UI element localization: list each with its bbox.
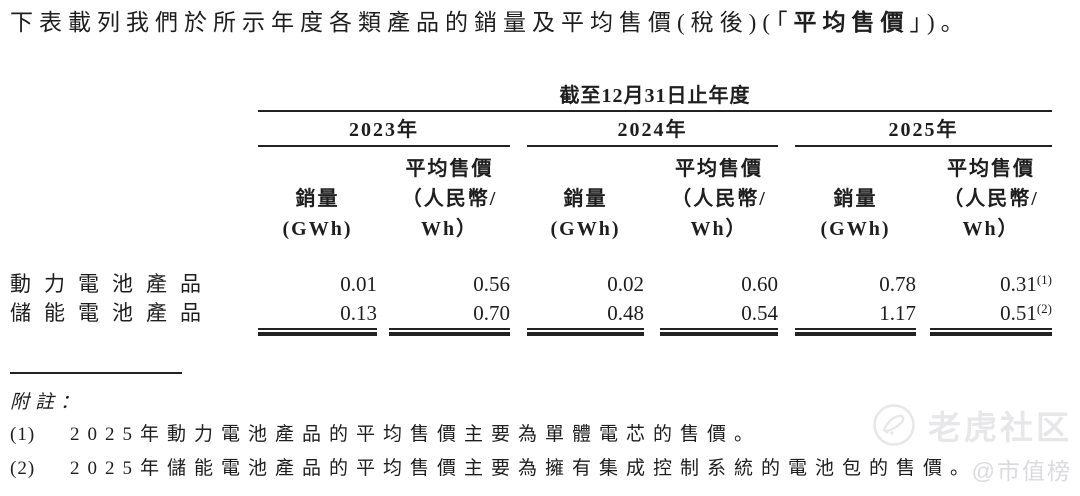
volume-unit: (GWh) [820, 218, 891, 240]
asp-label: 平均售價 [405, 158, 494, 180]
cell-2024-asp: 0.60 [741, 272, 778, 296]
table-row-storage-battery: 儲能電池產品 0.13 0.70 0.48 0.54 1.17 0.51(2) [10, 299, 1052, 330]
sales-asp-table: 截至12月31日止年度 2023年 2024年 2025年 銷量 (GWh) 平… [10, 84, 1052, 336]
watermark-handle-text: @市值榜 [971, 458, 1072, 484]
footnote-number: (2) [10, 458, 36, 479]
column-header-volume-2024: 銷量 (GWh) [527, 154, 644, 244]
footnote-2: (2) 2025年儲能電池產品的平均售價主要為擁有集成控制系統的電池包的售價。 [10, 454, 1010, 484]
footnote-text: 2025年儲能電池產品的平均售價主要為擁有集成控制系統的電池包的售價。 [70, 458, 978, 479]
asp-unit-line2: Wh） [962, 218, 1020, 240]
row-label: 動力電池產品 [10, 272, 214, 296]
asp-label: 平均售價 [675, 158, 763, 180]
cell-2023-asp: 0.56 [473, 272, 510, 296]
year-header-2025: 2025年 [795, 118, 1052, 147]
table-bottom-rules [10, 330, 1052, 336]
table-year-row: 2023年 2024年 2025年 [10, 118, 1052, 147]
year-header-2023: 2023年 [258, 118, 510, 147]
cell-2023-asp: 0.70 [389, 299, 510, 330]
intro-suffix: 」)。 [909, 10, 970, 35]
asp-unit-line1: （人民幣/ [671, 188, 767, 210]
watermark-brand-text: 老虎社区 [928, 408, 1072, 446]
table-row-power-battery: 動力電池產品 0.01 0.56 0.02 0.60 0.78 0.31(1) [10, 270, 1052, 299]
intro-prefix: 下表載列我們於所示年度各類產品的銷量及平均售價(稅後)(「 [10, 10, 794, 35]
watermark-brand-row: 老虎社区 [872, 403, 1072, 452]
column-header-asp-2025: 平均售價 （人民幣/ Wh） [930, 154, 1052, 244]
footnotes-section: 附註： (1) 2025年動力電池產品的平均售價主要為單體電芯的售價。 (2) … [10, 372, 1010, 484]
double-rule [389, 332, 510, 336]
volume-label: 銷量 [833, 188, 878, 210]
volume-unit: (GWh) [282, 218, 353, 240]
cell-value: 0.51 [1000, 301, 1037, 325]
footnote-number: (1) [10, 424, 36, 445]
asp-unit-line2: Wh） [420, 218, 479, 240]
period-header: 截至12月31日止年度 [258, 84, 1052, 112]
column-header-asp-2024: 平均售價 （人民幣/ Wh） [660, 154, 778, 244]
footnotes-label: 附註： [10, 392, 86, 413]
column-header-volume-2023: 銷量 (GWh) [258, 154, 377, 244]
note-ref-superscript: (1) [1036, 272, 1052, 287]
asp-unit-line1: （人民幣/ [401, 188, 498, 210]
intro-defined-term: 平均售價 [793, 10, 910, 35]
cell-2023-volume: 0.13 [258, 299, 377, 330]
asp-unit-line2: Wh） [690, 218, 748, 240]
cell-2025-asp: 0.31(1) [930, 270, 1052, 299]
double-rule [930, 332, 1052, 336]
year-header-2024: 2024年 [527, 118, 778, 147]
cell-2024-volume: 0.48 [527, 299, 644, 330]
row-label: 儲能電池產品 [10, 301, 214, 325]
volume-unit: (GWh) [550, 218, 621, 240]
double-rule [258, 332, 377, 336]
cell-2024-volume: 0.02 [607, 272, 644, 296]
cell-value: 0.31 [1000, 272, 1037, 296]
tiger-logo-icon [872, 403, 916, 452]
asp-label: 平均售價 [947, 158, 1035, 180]
footnote-text: 2025年動力電池產品的平均售價主要為單體電芯的售價。 [70, 424, 762, 445]
volume-label: 銷量 [295, 188, 340, 210]
watermark: 老虎社区 @市值榜 [872, 403, 1072, 484]
column-header-asp-2023: 平均售價 （人民幣/ Wh） [389, 154, 510, 244]
cell-2023-volume: 0.01 [340, 272, 377, 296]
cell-2025-volume: 0.78 [879, 272, 916, 296]
double-rule [660, 332, 778, 336]
table-column-headers: 銷量 (GWh) 平均售價 （人民幣/ Wh） 銷量 (GWh) 平均售價 （人… [10, 154, 1052, 244]
asp-unit-line1: （人民幣/ [943, 188, 1039, 210]
footnotes-divider [10, 372, 182, 374]
cell-2024-asp: 0.54 [660, 299, 778, 330]
cell-2025-volume: 1.17 [795, 299, 916, 330]
cell-2025-asp: 0.51(2) [930, 299, 1052, 330]
volume-label: 銷量 [563, 188, 608, 210]
footnote-1: (1) 2025年動力電池產品的平均售價主要為單體電芯的售價。 [10, 420, 1010, 450]
double-rule [527, 332, 644, 336]
intro-text: 下表載列我們於所示年度各類產品的銷量及平均售價(稅後)(「平均售價」)。 [10, 8, 1070, 38]
double-rule [795, 332, 916, 336]
table-period-row: 截至12月31日止年度 [10, 84, 1052, 112]
column-header-volume-2025: 銷量 (GWh) [795, 154, 916, 244]
note-ref-superscript: (2) [1036, 301, 1052, 316]
